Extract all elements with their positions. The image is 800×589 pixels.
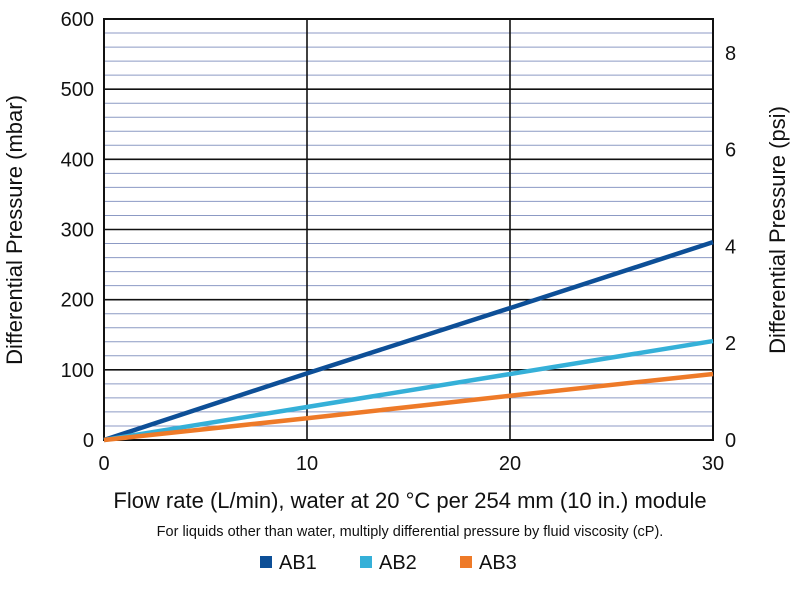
y2-tick-label: 6 (725, 140, 736, 162)
series-line-ab3 (103, 371, 714, 443)
y-tick-label: 0 (83, 430, 94, 452)
y-axis-title: Differential Pressure (mbar) (2, 95, 27, 365)
legend-swatch-ab3 (460, 556, 472, 568)
x-tick-label: 0 (98, 453, 109, 475)
major-grid (104, 19, 713, 440)
plot-frame (103, 18, 714, 441)
x-ticks: 0 10 20 30 (98, 453, 724, 475)
y-tick-label: 100 (61, 360, 94, 382)
x-axis-title: Flow rate (L/min), water at 20 °C per 25… (113, 488, 706, 513)
y2-tick-label: 4 (725, 236, 736, 258)
legend-swatch-ab1 (260, 556, 272, 568)
left-y-ticks: 0 100 200 300 400 500 600 (61, 9, 94, 452)
x-tick-label: 20 (499, 453, 521, 475)
y2-tick-label: 8 (725, 43, 736, 65)
series-line-ab2 (103, 338, 714, 443)
y2-tick-label: 2 (725, 333, 736, 355)
y-tick-label: 300 (61, 220, 94, 242)
y-tick-label: 600 (61, 9, 94, 31)
series-line-ab1 (103, 239, 714, 443)
y-tick-label: 500 (61, 79, 94, 101)
legend-label-ab1: AB1 (279, 552, 317, 574)
y-tick-label: 400 (61, 149, 94, 171)
series-layer (103, 239, 714, 443)
legend: AB1 AB2 AB3 (260, 552, 517, 574)
legend-label-ab3: AB3 (479, 552, 517, 574)
minor-grid (104, 32, 713, 427)
right-y-ticks: 0 2 4 6 8 (725, 43, 736, 452)
x-tick-label: 30 (702, 453, 724, 475)
y2-tick-label: 0 (725, 430, 736, 452)
legend-swatch-ab2 (360, 556, 372, 568)
viscosity-note: For liquids other than water, multiply d… (157, 524, 664, 540)
legend-label-ab2: AB2 (379, 552, 417, 574)
y2-axis-title: Differential Pressure (psi) (765, 106, 790, 354)
y-tick-label: 200 (61, 290, 94, 312)
x-tick-label: 10 (296, 453, 318, 475)
